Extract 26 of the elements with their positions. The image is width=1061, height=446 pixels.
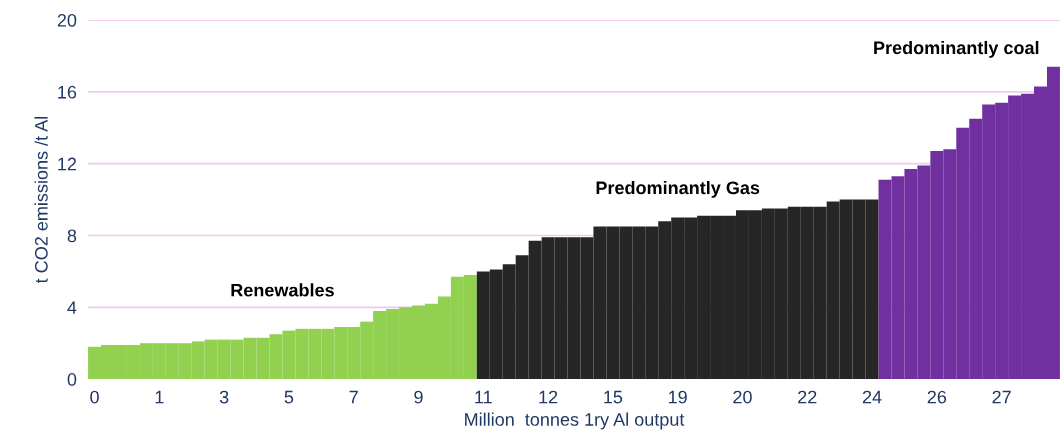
x-tick-label: 24: [862, 390, 882, 404]
y-tick-label: 20: [57, 14, 77, 27]
x-tick-label: 19: [669, 390, 687, 404]
x-tick-label: 0: [90, 390, 99, 404]
y-tick-label: 0: [67, 373, 77, 386]
x-tick-label: 20: [733, 390, 752, 404]
x-tick-label: 9: [414, 390, 423, 404]
x-tick-label: 11: [475, 390, 492, 404]
x-tick-label: 3: [219, 390, 229, 404]
y-tick-label: 12: [58, 157, 77, 171]
series-label: Predominantly coal: [874, 40, 1039, 58]
x-tick-label: 27: [992, 390, 1011, 404]
x-tick-label: 7: [349, 390, 358, 404]
x-tick-label: 26: [927, 390, 947, 404]
x-tick-label: 12: [539, 390, 558, 404]
y-axis-title: t CO2 emissions /t Al: [34, 117, 48, 284]
series-label: Renewables: [231, 283, 334, 297]
x-axis-title: Million tonnes 1ry Al output: [465, 412, 685, 430]
x-tick-label: 15: [604, 390, 623, 404]
x-tick-label: 5: [284, 390, 294, 404]
x-tick-label: 22: [798, 390, 817, 404]
y-tick-label: 4: [67, 301, 77, 314]
y-tick-label: 16: [58, 85, 77, 99]
series-label: Predominantly Gas: [596, 180, 760, 198]
x-tick-label: 1: [155, 390, 164, 404]
y-tick-label: 8: [67, 229, 77, 243]
